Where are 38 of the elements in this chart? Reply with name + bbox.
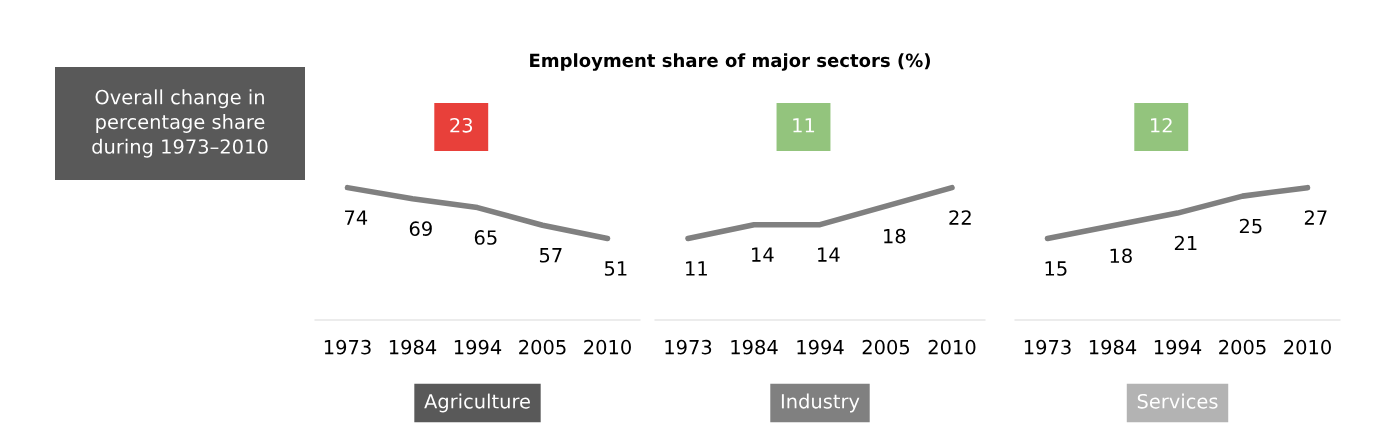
x-tick-label: 1973 <box>324 339 371 355</box>
text: 23 <box>450 117 473 133</box>
x-tick-label: 2005 <box>862 339 910 355</box>
data-label: 25 <box>1239 218 1262 234</box>
x-tick-label: 1984 <box>1089 339 1137 355</box>
data-label: 57 <box>539 248 562 263</box>
data-label: 15 <box>1045 261 1067 276</box>
x-tick-label: 2010 <box>584 339 631 355</box>
x-tick-label: 2010 <box>928 339 976 355</box>
data-label: 65 <box>474 230 497 245</box>
data-label: 14 <box>818 247 840 262</box>
data-label: 11 <box>686 261 707 276</box>
text: Services <box>1137 393 1218 409</box>
x-tick-label: 1994 <box>797 339 844 355</box>
x-tick-label: 2005 <box>1219 339 1266 355</box>
data-label: 18 <box>884 228 906 244</box>
data-label: 14 <box>752 247 774 262</box>
chart-title: Employment share of major sectors (%) <box>530 53 930 71</box>
x-tick-label: 1973 <box>1024 339 1071 355</box>
data-label: 21 <box>1174 235 1197 251</box>
data-label: 69 <box>409 221 432 236</box>
x-tick-label: 1973 <box>665 339 712 355</box>
data-label: 27 <box>1304 210 1327 225</box>
text: 12 <box>1151 117 1172 133</box>
text: 11 <box>793 118 815 133</box>
x-tick-label: 2005 <box>519 339 566 355</box>
data-label: 18 <box>1110 248 1132 264</box>
x-tick-label: 1994 <box>1154 339 1202 355</box>
x-tick-label: 1984 <box>731 339 778 355</box>
text: Overall change in percentage share during 1973–2010 <box>92 89 268 158</box>
text: Agriculture <box>424 393 530 413</box>
x-tick-label: 2010 <box>1284 339 1331 355</box>
data-label: 51 <box>604 261 627 276</box>
x-tick-label: 1994 <box>454 339 502 355</box>
data-label: 22 <box>949 210 971 225</box>
text: Industry <box>781 393 860 413</box>
x-tick-label: 1984 <box>389 339 437 355</box>
data-label: 74 <box>345 210 368 225</box>
